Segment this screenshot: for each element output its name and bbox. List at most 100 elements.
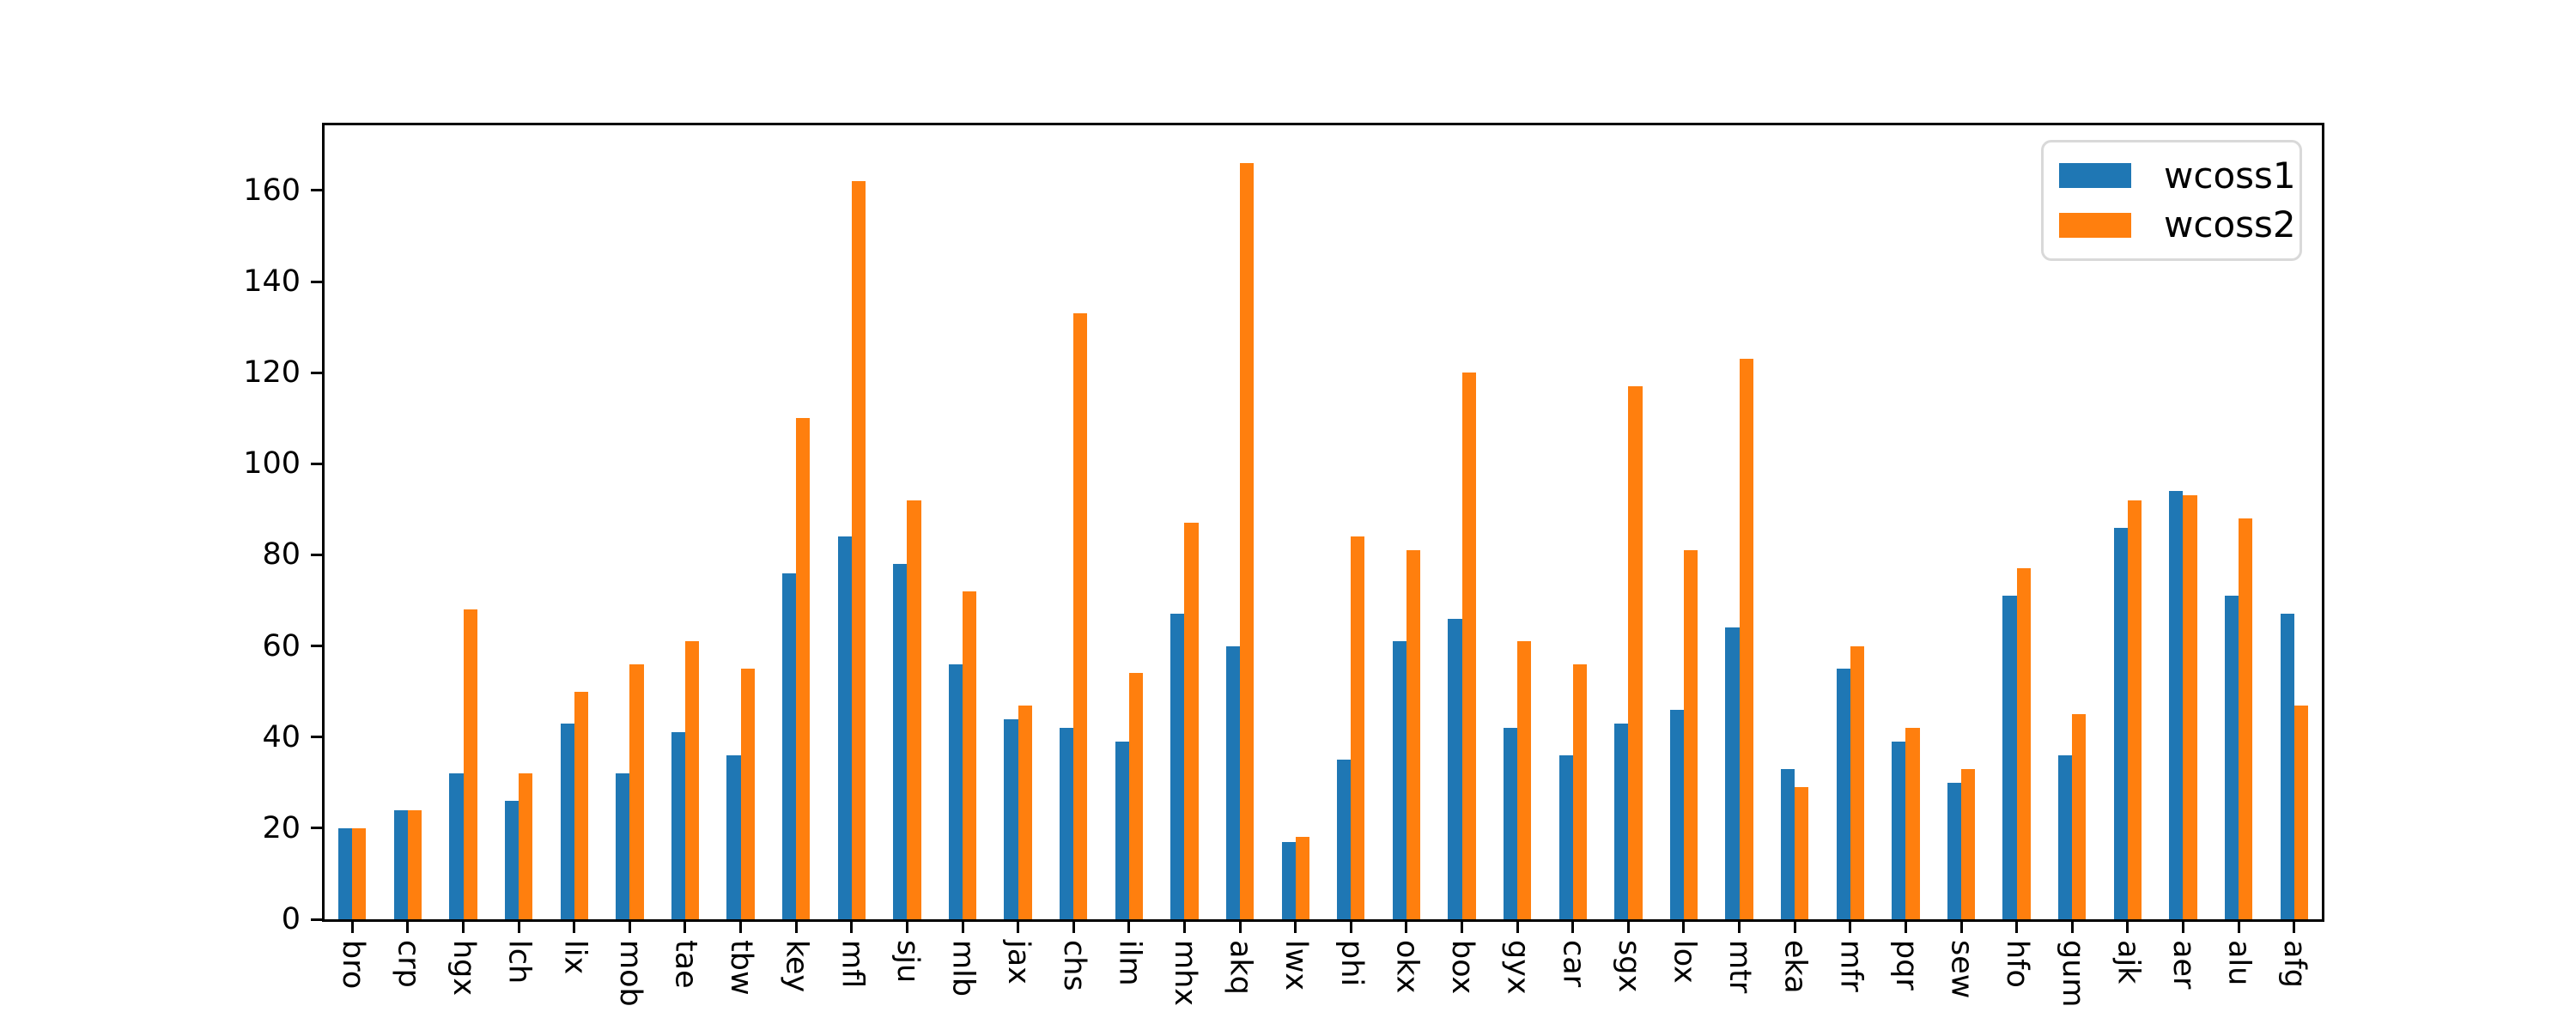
x-tick-mark-tae <box>683 922 687 933</box>
y-tick-mark-160 <box>311 189 322 192</box>
bar-wcoss2-chs <box>1073 313 1088 919</box>
x-tick-mark-tbw <box>739 922 743 933</box>
x-tick-mark-jax <box>1017 922 1020 933</box>
x-tick-label-hfo: hfo <box>2000 940 2035 988</box>
y-tick-label-80: 80 <box>262 537 301 573</box>
bar-wcoss2-pqr <box>1905 728 1920 919</box>
bar-wcoss1-gum <box>2058 754 2073 919</box>
bar-wcoss1-tae <box>671 732 685 919</box>
legend-label-wcoss2: wcoss2 <box>2164 203 2296 246</box>
bar-wcoss1-jax <box>1004 718 1018 919</box>
y-tick-mark-40 <box>311 736 322 739</box>
x-tick-label-gum: gum <box>2055 940 2090 1008</box>
bar-wcoss2-hfo <box>2016 568 2031 919</box>
bar-wcoss1-pqr <box>1892 742 1906 919</box>
bar-wcoss1-crp <box>393 809 408 919</box>
y-tick-mark-20 <box>311 827 322 830</box>
x-tick-label-bro: bro <box>335 940 370 990</box>
bar-wcoss1-lix <box>560 723 574 919</box>
x-tick-label-car: car <box>1556 940 1591 988</box>
x-tick-mark-hfo <box>2015 922 2019 933</box>
plot-area <box>322 123 2324 922</box>
bar-wcoss1-okx <box>1392 641 1406 919</box>
y-tick-label-20: 20 <box>262 810 301 845</box>
bar-wcoss2-ilm <box>1128 673 1143 919</box>
bar-wcoss2-okx <box>1406 550 1421 919</box>
x-tick-mark-mhx <box>1182 922 1186 933</box>
bar-wcoss2-afg <box>2293 705 2308 919</box>
bar-wcoss2-alu <box>2239 518 2253 919</box>
bar-wcoss2-lox <box>1683 550 1698 919</box>
bar-wcoss1-akq <box>1225 645 1241 919</box>
x-tick-label-box: box <box>1445 940 1480 995</box>
x-tick-label-gyx: gyx <box>1500 940 1535 995</box>
bar-wcoss2-key <box>796 418 811 919</box>
bar-wcoss2-tae <box>684 641 700 919</box>
x-tick-label-chs: chs <box>1056 940 1091 991</box>
bar-wcoss2-tbw <box>740 669 755 919</box>
y-tick-mark-60 <box>311 645 322 648</box>
bar-wcoss2-phi <box>1351 536 1365 919</box>
x-tick-mark-aer <box>2181 922 2184 933</box>
y-tick-label-100: 100 <box>243 446 301 482</box>
bar-wcoss1-car <box>1558 754 1573 919</box>
x-tick-label-pqr: pqr <box>1888 940 1923 991</box>
x-tick-label-eka: eka <box>1777 940 1813 994</box>
x-tick-label-aer: aer <box>2166 940 2201 990</box>
bar-wcoss1-ajk <box>2113 527 2128 919</box>
x-tick-mark-okx <box>1405 922 1408 933</box>
bar-wcoss2-mfl <box>851 181 866 919</box>
x-tick-mark-eka <box>1793 922 1796 933</box>
bar-wcoss2-mhx <box>1184 523 1199 919</box>
x-tick-label-afg: afg <box>2277 940 2312 988</box>
x-tick-label-jax: jax <box>1001 940 1036 985</box>
x-tick-mark-key <box>794 922 798 933</box>
x-tick-label-lox: lox <box>1667 940 1702 984</box>
bar-wcoss1-gyx <box>1503 728 1518 919</box>
bar-wcoss1-key <box>782 573 797 919</box>
bar-wcoss2-jax <box>1018 705 1032 919</box>
x-tick-label-sju: sju <box>890 940 925 984</box>
x-tick-label-hgx: hgx <box>447 940 482 997</box>
bar-wcoss1-sew <box>1947 782 1962 919</box>
x-tick-mark-lix <box>573 922 576 933</box>
bar-wcoss2-lch <box>519 773 533 919</box>
y-tick-label-60: 60 <box>262 628 301 663</box>
x-tick-mark-afg <box>2293 922 2296 933</box>
y-tick-mark-0 <box>311 918 322 921</box>
bar-wcoss2-box <box>1461 373 1476 919</box>
bar-wcoss2-mfr <box>1850 645 1864 919</box>
bar-wcoss1-mlb <box>948 663 963 919</box>
bar-wcoss1-bro <box>338 827 353 919</box>
legend: wcoss1 wcoss2 <box>2041 140 2302 261</box>
bar-wcoss2-lwx <box>1295 837 1309 919</box>
bar-wcoss2-hgx <box>463 609 477 919</box>
bar-wcoss1-mfl <box>837 536 852 919</box>
x-tick-mark-ilm <box>1127 922 1131 933</box>
bar-wcoss2-bro <box>352 827 367 919</box>
x-tick-label-akq: akq <box>1223 940 1258 995</box>
x-tick-label-lwx: lwx <box>1279 940 1314 991</box>
bar-wcoss1-aer <box>2169 491 2184 919</box>
y-tick-label-120: 120 <box>243 355 301 391</box>
x-tick-mark-crp <box>406 922 410 933</box>
x-tick-mark-alu <box>2237 922 2240 933</box>
bar-wcoss2-akq <box>1240 163 1255 919</box>
x-tick-mark-lwx <box>1294 922 1297 933</box>
x-tick-mark-pqr <box>1904 922 1907 933</box>
x-tick-label-mfr: mfr <box>1833 940 1868 992</box>
x-tick-label-okx: okx <box>1389 940 1425 994</box>
x-tick-mark-lox <box>1682 922 1686 933</box>
bar-wcoss2-crp <box>407 809 422 919</box>
bar-wcoss1-lwx <box>1281 841 1296 919</box>
y-tick-mark-120 <box>311 371 322 374</box>
x-tick-mark-gum <box>2070 922 2074 933</box>
x-tick-label-sgx: sgx <box>1611 940 1646 993</box>
legend-label-wcoss1: wcoss1 <box>2164 154 2296 197</box>
x-tick-mark-ajk <box>2126 922 2129 933</box>
legend-item-wcoss1: wcoss1 <box>2059 157 2296 194</box>
x-tick-label-tbw: tbw <box>724 940 759 996</box>
x-tick-mark-sgx <box>1626 922 1630 933</box>
bar-wcoss1-mfr <box>1836 669 1850 919</box>
